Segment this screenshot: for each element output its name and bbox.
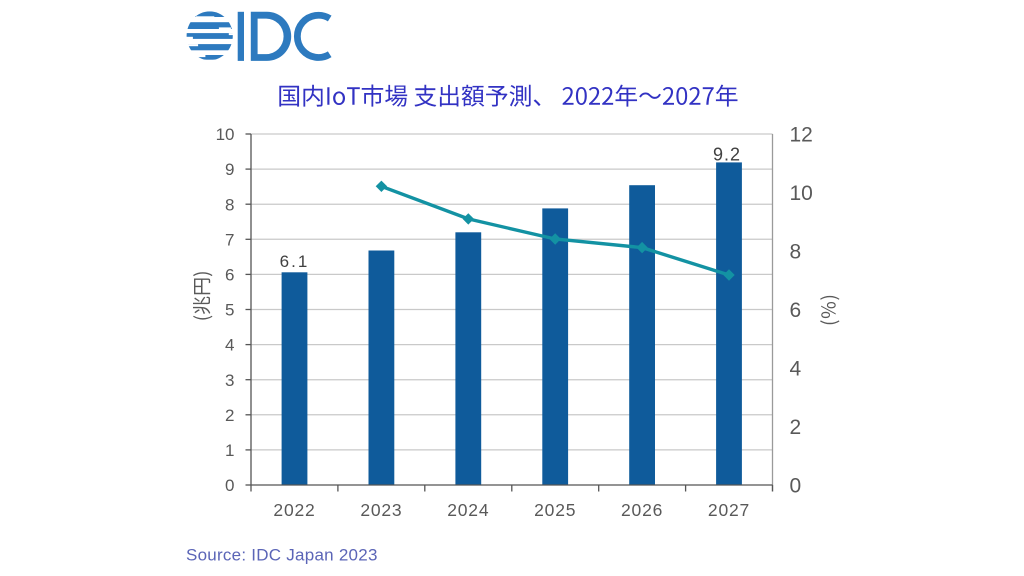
svg-text:1: 1: [225, 441, 234, 460]
svg-text:8: 8: [225, 195, 234, 214]
svg-text:2024: 2024: [447, 500, 489, 520]
svg-text:2026: 2026: [621, 500, 663, 520]
svg-text:2: 2: [790, 416, 802, 439]
svg-text:0: 0: [225, 476, 234, 495]
svg-text:4: 4: [225, 336, 234, 355]
svg-text:9.2: 9.2: [713, 144, 741, 164]
svg-text:4: 4: [790, 358, 802, 381]
svg-text:6: 6: [225, 266, 234, 285]
svg-text:6.1: 6.1: [280, 252, 310, 271]
svg-text:10: 10: [216, 125, 235, 144]
svg-text:3: 3: [225, 371, 234, 390]
svg-text:2: 2: [225, 406, 234, 425]
svg-text:6: 6: [790, 299, 802, 322]
svg-text:8: 8: [790, 241, 802, 264]
svg-text:2022: 2022: [273, 500, 315, 520]
svg-text:Source: IDC Japan 2023: Source: IDC Japan 2023: [186, 545, 378, 564]
svg-text:9: 9: [225, 160, 234, 179]
svg-text:2027: 2027: [708, 500, 750, 520]
svg-text:0: 0: [790, 475, 802, 498]
svg-text:2023: 2023: [360, 500, 402, 520]
svg-text:10: 10: [790, 182, 813, 205]
svg-text:12: 12: [790, 124, 813, 147]
svg-text:5: 5: [225, 301, 234, 320]
svg-text:7: 7: [225, 230, 234, 249]
svg-text:2025: 2025: [534, 500, 576, 520]
